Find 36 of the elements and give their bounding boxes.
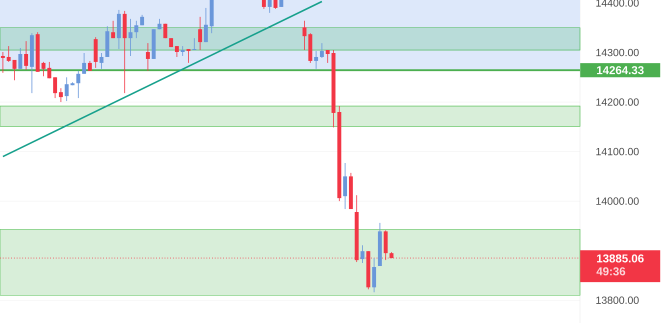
candlestick	[343, 162, 348, 210]
candlestick	[111, 20, 116, 39]
y-tick-label: 13800.00	[596, 296, 639, 304]
candlestick	[76, 70, 80, 98]
y-tick-label: 14200.00	[596, 98, 639, 106]
candlestick	[64, 76, 69, 102]
candlestick	[174, 46, 179, 58]
candlestick	[302, 20, 306, 50]
candlestick	[198, 16, 202, 50]
ref-line-label: 14264.33	[597, 66, 644, 74]
candlestick	[180, 46, 185, 56]
candlestick	[94, 36, 98, 68]
candlestick	[42, 62, 46, 77]
ref-line-label: 13885.06	[597, 254, 644, 262]
candlestick	[146, 42, 150, 72]
candlestick	[100, 52, 104, 70]
candlestick	[134, 20, 138, 39]
candlestick	[320, 42, 324, 58]
text: 49:36	[596, 267, 626, 276]
candlestick	[24, 40, 28, 70]
candlestick	[12, 60, 16, 81]
candlestick	[18, 48, 22, 70]
candlestick	[58, 88, 63, 102]
candlestick	[140, 14, 144, 26]
candlestick	[186, 48, 190, 64]
candlestick	[314, 50, 318, 70]
candlestick	[360, 244, 364, 264]
candlestick	[128, 18, 132, 56]
y-tick-label: 14300.00	[596, 48, 639, 56]
candlestick	[88, 60, 92, 72]
y-tick-label: 14100.00	[596, 148, 639, 156]
y-tick-label: 14000.00	[596, 197, 639, 205]
candlestick	[326, 50, 330, 64]
candlestick	[268, 0, 272, 14]
candlestick	[82, 52, 86, 74]
candlestick	[372, 258, 376, 293]
